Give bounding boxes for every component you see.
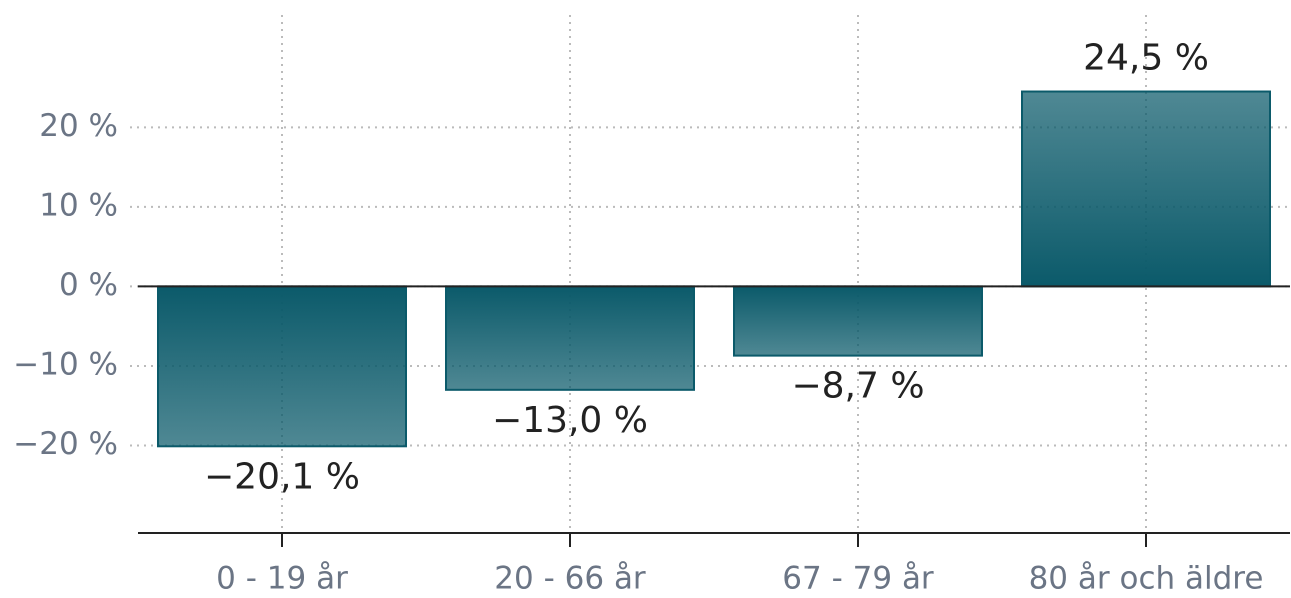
y-tick-label: −10 % — [13, 346, 118, 382]
value-label: 24,5 % — [1083, 38, 1209, 79]
bar — [1021, 90, 1271, 288]
value-label: −8,7 % — [791, 366, 924, 407]
y-tick-label: 0 % — [59, 267, 118, 303]
y-tick-label: 10 % — [39, 187, 118, 223]
value-label: −20,1 % — [204, 456, 360, 497]
x-tick-label: 67 - 79 år — [782, 561, 934, 597]
bar — [445, 285, 695, 391]
x-tick-label: 20 - 66 år — [494, 561, 646, 597]
x-tick-label: 80 år och äldre — [1029, 561, 1264, 597]
bar — [733, 285, 983, 357]
bar — [157, 285, 407, 448]
y-tick-label: 20 % — [39, 108, 118, 144]
value-label: −13,0 % — [492, 400, 648, 441]
y-tick-label: −20 % — [13, 426, 118, 462]
x-tick-label: 0 - 19 år — [216, 561, 348, 597]
